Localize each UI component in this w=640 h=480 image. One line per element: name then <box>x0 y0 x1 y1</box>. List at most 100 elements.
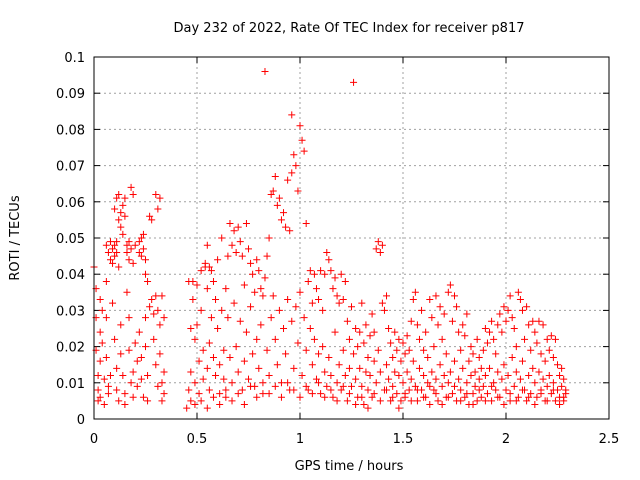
data-point <box>545 372 553 380</box>
data-point <box>488 397 496 405</box>
data-point <box>144 397 152 405</box>
data-point <box>348 303 355 311</box>
data-point <box>560 375 568 383</box>
data-point <box>139 230 147 238</box>
data-point <box>323 382 331 390</box>
data-point <box>228 397 236 405</box>
data-point <box>197 397 205 405</box>
data-point <box>512 368 520 376</box>
data-point <box>428 368 436 376</box>
data-point <box>216 390 224 398</box>
data-point <box>327 267 335 275</box>
data-point <box>335 299 343 307</box>
data-point <box>455 328 463 336</box>
data-point <box>504 372 512 380</box>
data-point <box>296 288 304 296</box>
data-point <box>207 314 215 322</box>
data-point <box>267 191 275 199</box>
data-point <box>96 296 104 304</box>
data-point <box>345 335 353 343</box>
data-point <box>160 368 168 376</box>
data-point <box>207 267 215 275</box>
data-point <box>494 368 502 376</box>
data-point <box>265 234 273 242</box>
data-point <box>117 350 125 358</box>
data-point <box>111 335 119 343</box>
data-point <box>461 393 469 401</box>
data-point <box>356 328 364 336</box>
data-point <box>152 292 160 300</box>
data-point <box>205 386 213 394</box>
data-point <box>510 382 518 390</box>
y-tick-label: 0.05 <box>56 232 85 247</box>
data-point <box>280 325 288 332</box>
data-point <box>312 285 320 293</box>
data-point <box>352 375 360 383</box>
data-point <box>541 357 549 365</box>
data-point <box>191 335 199 343</box>
x-tick-label: 1.5 <box>393 432 414 447</box>
data-point <box>146 212 154 220</box>
data-point <box>426 382 434 390</box>
data-point <box>376 368 384 376</box>
data-point <box>111 241 119 249</box>
data-point <box>302 346 310 354</box>
data-point <box>265 390 273 398</box>
data-point <box>142 314 149 322</box>
data-point <box>255 267 263 275</box>
data-point <box>521 335 529 343</box>
data-point <box>479 346 487 354</box>
data-point <box>483 390 491 398</box>
data-point <box>228 379 236 387</box>
data-point <box>486 328 494 336</box>
data-point <box>271 382 279 390</box>
data-point <box>358 382 366 390</box>
data-point <box>193 281 201 289</box>
data-point <box>298 372 306 380</box>
data-point <box>269 187 277 195</box>
data-point <box>308 390 316 398</box>
data-point <box>403 368 411 376</box>
data-point <box>269 292 277 300</box>
data-point <box>259 390 267 398</box>
data-point <box>158 292 166 300</box>
data-point <box>199 375 207 383</box>
data-point <box>271 335 279 343</box>
y-tick-label: 0.02 <box>56 341 85 356</box>
data-point <box>238 252 246 260</box>
data-point <box>389 393 397 401</box>
data-point <box>378 299 386 307</box>
data-point <box>98 339 106 347</box>
data-point <box>100 375 108 383</box>
data-point <box>350 78 358 86</box>
data-point <box>364 404 372 412</box>
data-point <box>323 248 331 256</box>
data-point <box>249 270 257 278</box>
data-point <box>156 194 164 202</box>
data-point <box>294 187 302 195</box>
data-point <box>302 382 310 390</box>
data-point <box>459 321 467 329</box>
data-point <box>220 346 228 354</box>
data-point <box>543 382 551 390</box>
data-point <box>339 346 347 354</box>
data-point <box>500 401 508 409</box>
data-point <box>288 111 296 119</box>
data-point <box>121 194 129 202</box>
data-point <box>337 270 345 278</box>
data-point <box>222 285 230 293</box>
data-point <box>123 248 131 256</box>
y-tick-label: 0.04 <box>56 268 85 283</box>
data-point <box>395 335 403 343</box>
data-point <box>150 310 158 318</box>
data-point <box>366 372 374 380</box>
data-point <box>471 382 479 390</box>
data-point <box>259 379 267 387</box>
x-tick-label: 0.5 <box>187 432 208 447</box>
data-point <box>257 321 265 329</box>
data-point <box>512 343 520 351</box>
data-point <box>135 328 143 336</box>
data-point <box>115 216 123 224</box>
data-point <box>341 277 349 285</box>
data-point <box>413 386 421 394</box>
